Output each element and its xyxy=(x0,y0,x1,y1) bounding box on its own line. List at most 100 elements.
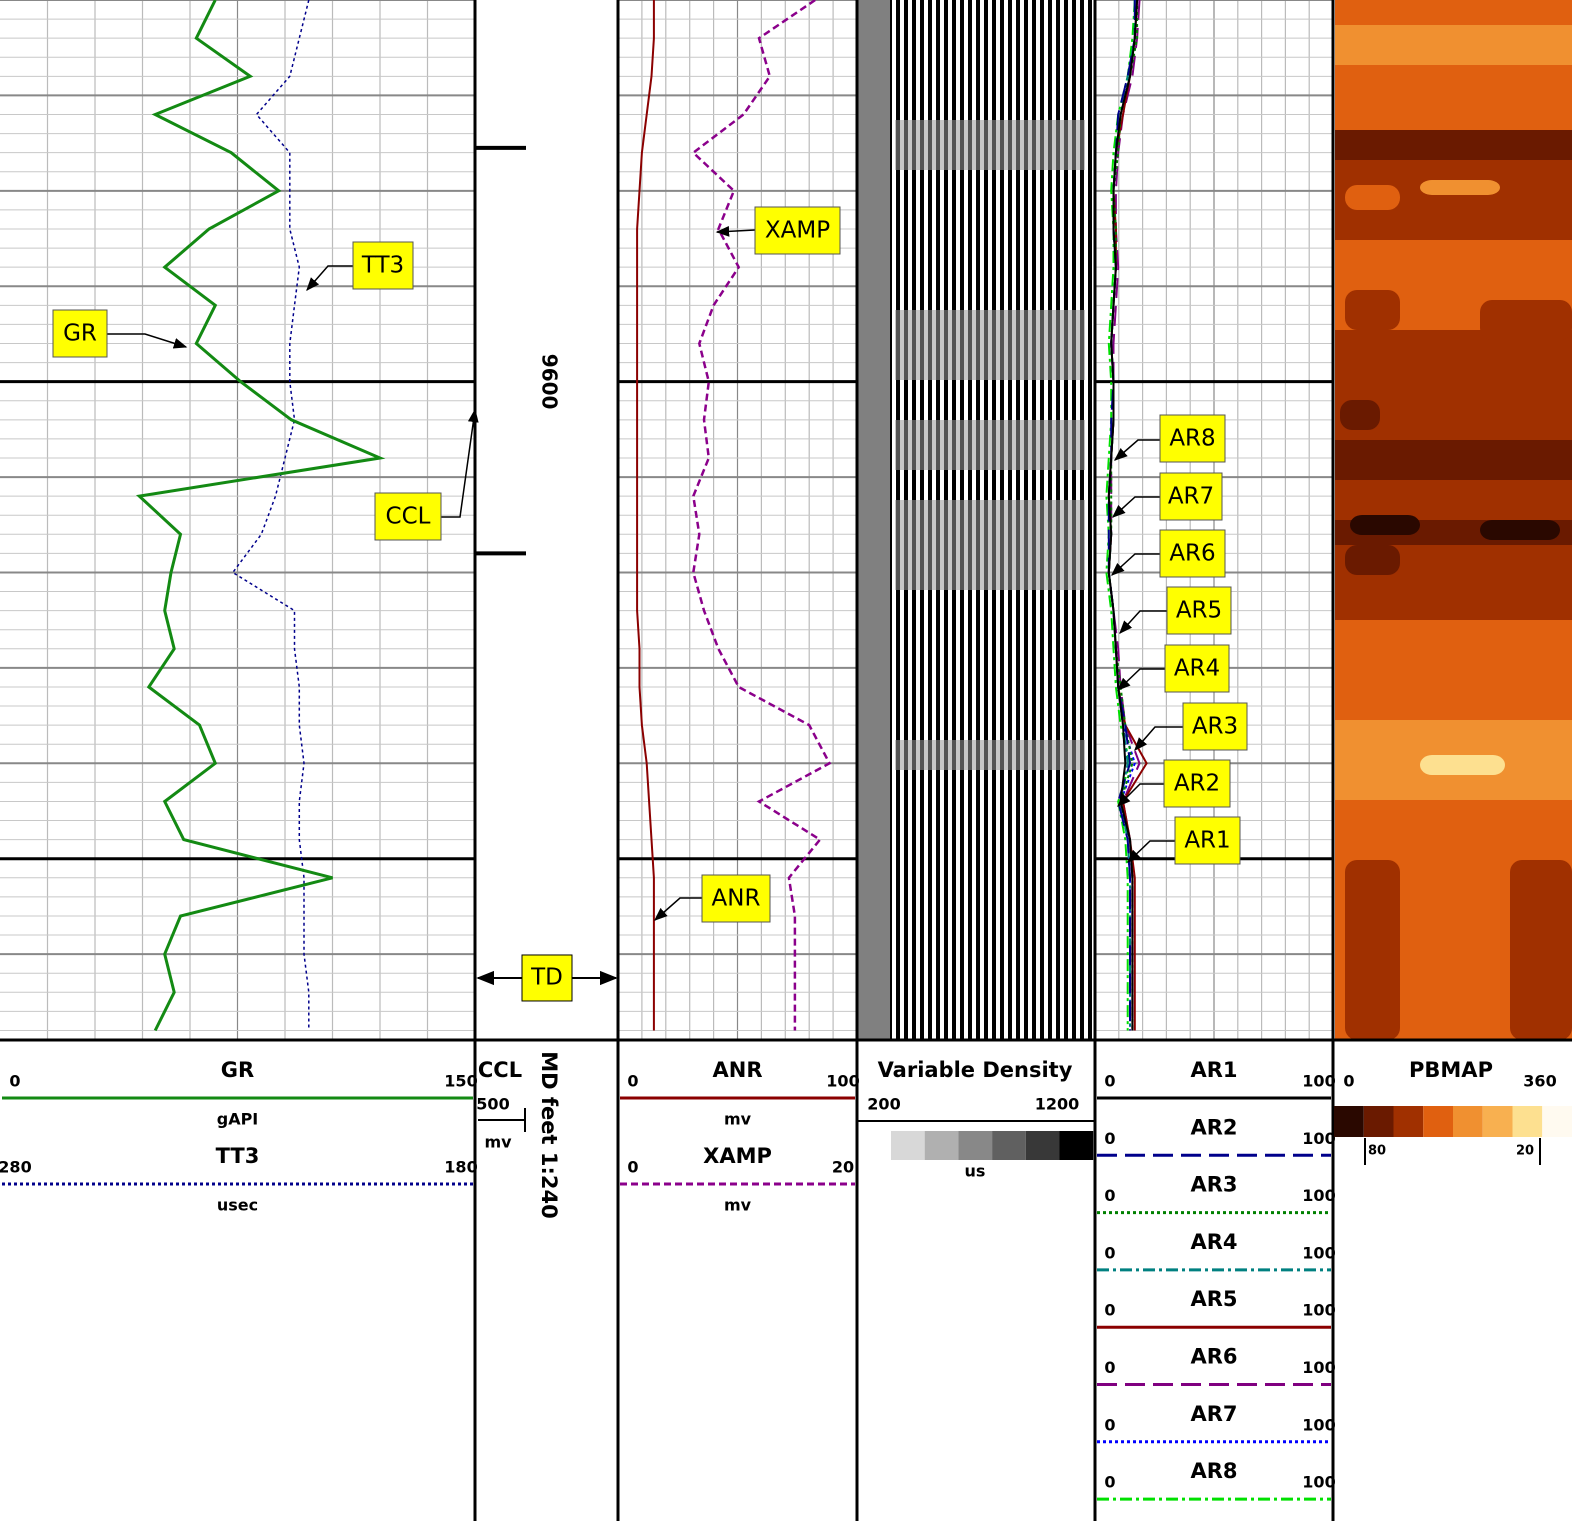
track-name: CCL xyxy=(478,1058,522,1082)
annotation-box xyxy=(374,492,442,541)
vdl-casing xyxy=(857,0,890,1040)
annotation-arrow xyxy=(1134,726,1183,752)
log-curve xyxy=(636,0,655,1031)
log-curve xyxy=(691,0,832,1031)
curve-name: TT3 xyxy=(216,1144,260,1168)
pbmap-swatch xyxy=(1512,1106,1543,1137)
scale-right: 360 xyxy=(1523,1072,1556,1091)
track-name: Variable Density xyxy=(878,1058,1073,1082)
annotation-arrow xyxy=(1117,668,1165,691)
scale-right: 150 xyxy=(444,1072,477,1091)
pbmap-swatch xyxy=(1453,1106,1483,1137)
annotation-label: AR3 xyxy=(1192,714,1238,740)
annotation-box xyxy=(1182,702,1248,751)
annotation-box xyxy=(521,954,573,1002)
annotation-box xyxy=(754,206,841,255)
scale-left: 0 xyxy=(1104,1473,1115,1492)
annotation-label: AR2 xyxy=(1174,771,1220,797)
pbmap-patch xyxy=(1510,860,1572,1040)
pbmap-patch xyxy=(1480,300,1572,340)
pbmap-swatch xyxy=(1334,1106,1364,1137)
pbmap-band xyxy=(1335,130,1572,160)
annotation-label: ANR xyxy=(712,886,761,912)
pbmap-patch xyxy=(1345,185,1400,210)
pbmap-band xyxy=(1335,580,1572,620)
scale-right: 100 xyxy=(1302,1415,1335,1434)
pbmap-patch xyxy=(1345,860,1400,1040)
pbmap-band xyxy=(1335,25,1572,65)
annotation-arrow xyxy=(715,225,756,237)
ccl-scale-bar xyxy=(478,1108,526,1132)
pbmap-patch xyxy=(1350,515,1420,535)
annotation-box xyxy=(1164,644,1230,693)
pbmap-swatch xyxy=(1542,1106,1572,1137)
pbmap-patch xyxy=(1480,520,1560,540)
scale-left: 0 xyxy=(1104,1186,1115,1205)
pbmap-patch xyxy=(1340,400,1380,430)
scale-right: 100 xyxy=(1302,1186,1335,1205)
scale-right: 100 xyxy=(1302,1129,1335,1148)
vd-swatch xyxy=(1025,1131,1060,1160)
scale-left: 0 xyxy=(1343,1072,1354,1091)
curve-unit: mv xyxy=(724,1110,752,1129)
annotation-arrow xyxy=(1111,553,1160,576)
colorbar-label: 20 xyxy=(1516,1144,1534,1159)
scale-right: 180 xyxy=(444,1158,477,1177)
annotation-arrow xyxy=(1127,840,1175,863)
vdl-patch xyxy=(895,420,1085,470)
curve-name: GR xyxy=(221,1058,254,1082)
scale-left: 280 xyxy=(0,1158,32,1177)
annotation-label: XAMP xyxy=(765,218,830,244)
annotation-arrow xyxy=(441,408,479,518)
curve-unit: gAPI xyxy=(217,1110,259,1129)
ccl-scale: 500 xyxy=(476,1095,509,1114)
curve-name: AR5 xyxy=(1190,1287,1237,1311)
vd-swatch xyxy=(958,1131,993,1160)
annotation-label: AR5 xyxy=(1176,598,1222,624)
scale-left: 0 xyxy=(627,1072,638,1091)
curve-name: AR2 xyxy=(1190,1115,1237,1139)
annotation-arrow xyxy=(107,333,188,349)
annotation-arrow xyxy=(653,897,702,921)
annotation-label: TT3 xyxy=(361,253,404,279)
annotation-arrow xyxy=(1117,783,1164,807)
annotation-arrow xyxy=(306,265,353,292)
scale-right: 1200 xyxy=(1035,1095,1080,1114)
pbmap-band xyxy=(1335,480,1572,520)
curve-name: AR7 xyxy=(1190,1402,1237,1426)
scale-right: 100 xyxy=(1302,1301,1335,1320)
ccl-unit: mv xyxy=(484,1133,512,1152)
annotation-box xyxy=(701,874,771,923)
annotation-box xyxy=(1174,816,1241,865)
pbmap-patch xyxy=(1345,290,1400,330)
scale-right: 100 xyxy=(1302,1358,1335,1377)
curve-name: AR8 xyxy=(1190,1459,1237,1483)
curve-name: AR1 xyxy=(1190,1058,1237,1082)
annotation-box xyxy=(1166,586,1232,635)
curve-name: XAMP xyxy=(703,1144,772,1168)
scale-right: 100 xyxy=(826,1072,859,1091)
annotation-label: AR4 xyxy=(1174,656,1220,682)
pbmap-band xyxy=(1335,620,1572,720)
log-curve xyxy=(231,0,310,1031)
scale-left: 0 xyxy=(1104,1358,1115,1377)
scale-left: 0 xyxy=(1104,1301,1115,1320)
annotation-label: AR8 xyxy=(1169,426,1215,452)
vdl-patch xyxy=(895,310,1085,380)
curve-name: AR3 xyxy=(1190,1173,1237,1197)
scale-right: 100 xyxy=(1302,1243,1335,1262)
vd-swatch xyxy=(924,1131,959,1160)
colorbar-label: 80 xyxy=(1368,1144,1386,1159)
curve-name: AR4 xyxy=(1190,1230,1237,1254)
annotation-label: CCL xyxy=(386,504,431,530)
annotation-label: AR6 xyxy=(1169,541,1215,567)
log-curve xyxy=(1105,0,1136,1031)
annotation-label: TD xyxy=(530,964,563,990)
pbmap-band xyxy=(1335,800,1572,860)
annotation-box xyxy=(1159,414,1226,463)
pbmap-patch xyxy=(1420,180,1500,195)
pbmap-swatch xyxy=(1423,1106,1453,1137)
pbmap-band xyxy=(1335,440,1572,480)
log-curve xyxy=(136,0,386,1032)
